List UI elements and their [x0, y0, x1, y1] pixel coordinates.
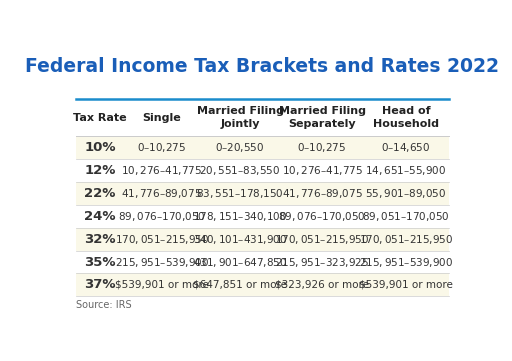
Text: $647,851 or more: $647,851 or more: [193, 280, 287, 290]
Text: Married Filing
Jointly: Married Filing Jointly: [197, 106, 284, 129]
Text: $340,101–$431,900: $340,101–$431,900: [193, 233, 287, 246]
Bar: [76, 228, 449, 251]
Bar: [76, 136, 449, 159]
Text: $170,051–$215,950: $170,051–$215,950: [115, 233, 209, 246]
Text: $0–$20,550: $0–$20,550: [216, 142, 265, 155]
Text: Source: IRS: Source: IRS: [76, 300, 132, 310]
Text: $178,151–$340,100: $178,151–$340,100: [193, 210, 287, 223]
Text: Federal Income Tax Brackets and Rates 2022: Federal Income Tax Brackets and Rates 20…: [26, 57, 499, 76]
Text: $10,276–$41,775: $10,276–$41,775: [121, 164, 202, 177]
Text: $0–$14,650: $0–$14,650: [381, 142, 431, 155]
Bar: [76, 159, 449, 182]
Text: Single: Single: [142, 113, 181, 123]
Bar: [76, 273, 449, 296]
Text: $89,051–$170,050: $89,051–$170,050: [362, 210, 450, 223]
Text: 35%: 35%: [84, 256, 116, 269]
Text: 24%: 24%: [84, 210, 116, 223]
Bar: [76, 251, 449, 273]
Text: 32%: 32%: [84, 233, 116, 246]
Bar: [76, 182, 449, 205]
Text: $539,901 or more: $539,901 or more: [115, 280, 208, 290]
Text: $0–$10,275: $0–$10,275: [297, 142, 347, 155]
Text: 37%: 37%: [84, 278, 116, 291]
Text: $215,951–$539,900: $215,951–$539,900: [115, 256, 209, 269]
Text: $20,551–$83,550: $20,551–$83,550: [200, 164, 281, 177]
Bar: [76, 205, 449, 228]
Text: $539,901 or more: $539,901 or more: [359, 280, 453, 290]
Text: Head of
Household: Head of Household: [373, 106, 439, 129]
Text: $89,076–$170,050: $89,076–$170,050: [278, 210, 366, 223]
Text: 10%: 10%: [84, 142, 116, 155]
Text: $215,951–$539,900: $215,951–$539,900: [359, 256, 453, 269]
Text: 22%: 22%: [84, 187, 116, 200]
Text: $41,776–$89,075: $41,776–$89,075: [121, 187, 202, 200]
Text: $55,901–$89,050: $55,901–$89,050: [366, 187, 446, 200]
Text: $41,776–$89,075: $41,776–$89,075: [282, 187, 362, 200]
Text: $323,926 or more: $323,926 or more: [275, 280, 369, 290]
Text: $170,051–$215,950: $170,051–$215,950: [275, 233, 369, 246]
Text: $215,951–$323,925: $215,951–$323,925: [275, 256, 369, 269]
Text: $10,276–$41,775: $10,276–$41,775: [282, 164, 362, 177]
Text: 12%: 12%: [84, 164, 116, 177]
Text: Tax Rate: Tax Rate: [73, 113, 127, 123]
Text: Married Filing
Separately: Married Filing Separately: [279, 106, 366, 129]
Text: $431,901–$647,850: $431,901–$647,850: [193, 256, 287, 269]
Text: $89,076–$170,050: $89,076–$170,050: [118, 210, 205, 223]
Text: $14,651–$55,900: $14,651–$55,900: [366, 164, 446, 177]
Text: $170,051–$215,950: $170,051–$215,950: [359, 233, 453, 246]
Text: $0–$10,275: $0–$10,275: [137, 142, 186, 155]
Text: $83,551–$178,150: $83,551–$178,150: [196, 187, 284, 200]
